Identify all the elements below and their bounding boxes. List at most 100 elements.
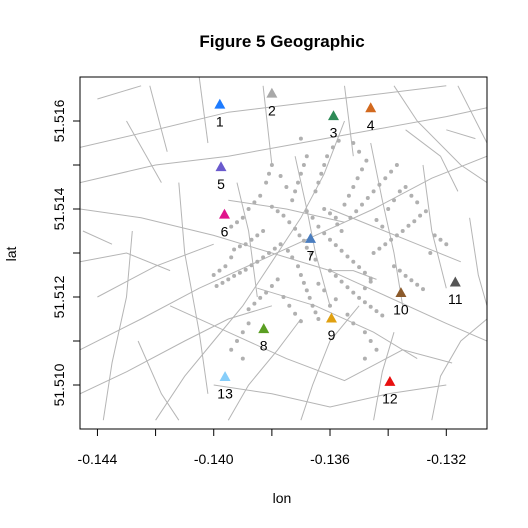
pump-marker-9 (325, 312, 337, 323)
road-29 (213, 384, 447, 408)
case-point-99 (412, 219, 417, 224)
case-point-15 (345, 254, 350, 259)
case-point-38 (313, 310, 318, 315)
pump-label-2: 2 (268, 102, 276, 118)
y-tick-label-2: 51.514 (51, 187, 67, 230)
road-20 (431, 318, 487, 421)
road-9 (457, 85, 487, 144)
case-point-111 (246, 207, 251, 211)
case-point-147 (374, 218, 379, 222)
pump-label-1: 1 (216, 113, 224, 129)
case-point-137 (351, 321, 356, 326)
road-13 (97, 243, 214, 298)
case-point-145 (335, 222, 340, 227)
case-point-3 (309, 251, 314, 256)
road-21 (80, 252, 171, 272)
case-point-143 (285, 248, 290, 253)
case-point-55 (354, 209, 359, 214)
case-point-44 (301, 163, 306, 167)
road-32 (82, 230, 113, 245)
road-35 (405, 129, 459, 192)
pump-marker-13 (219, 371, 231, 382)
case-point-124 (386, 207, 391, 211)
y-tick-label-3: 51.516 (51, 99, 67, 142)
case-point-150 (328, 303, 332, 308)
pump-marker-12 (384, 375, 396, 386)
pump-label-3: 3 (330, 125, 338, 141)
case-point-112 (252, 200, 257, 205)
case-point-87 (246, 307, 251, 312)
road-4 (149, 85, 168, 152)
road-16 (155, 120, 345, 421)
road-10 (416, 120, 487, 184)
pump-marker-5 (215, 161, 227, 172)
case-point-30 (220, 280, 225, 285)
case-point-18 (362, 270, 367, 275)
case-point-155 (240, 330, 245, 335)
case-point-14 (339, 248, 344, 253)
pump-marker-8 (258, 323, 270, 334)
case-point-135 (322, 288, 327, 293)
case-point-105 (409, 278, 414, 283)
case-point-63 (322, 207, 327, 211)
case-point-2 (304, 245, 309, 250)
case-point-149 (304, 209, 309, 214)
case-point-43 (298, 171, 303, 176)
x-axis: -0.144 -0.140 -0.136 -0.132 (78, 429, 466, 467)
case-point-53 (364, 158, 369, 163)
case-point-7 (281, 213, 286, 218)
x-tick-label-2: -0.136 (310, 451, 350, 467)
road-12 (80, 208, 487, 342)
road-34 (228, 199, 345, 223)
case-point-91 (298, 319, 303, 324)
case-point-32 (296, 264, 300, 269)
case-point-83 (269, 284, 274, 288)
case-point-160 (374, 347, 379, 352)
case-point-123 (269, 163, 274, 167)
case-point-88 (281, 295, 286, 299)
case-point-146 (380, 224, 385, 229)
case-point-75 (345, 285, 350, 290)
case-point-106 (415, 282, 420, 287)
case-point-132 (444, 242, 449, 247)
case-point-31 (214, 284, 219, 288)
pump-label-13: 13 (217, 386, 233, 402)
case-point-109 (235, 220, 239, 225)
case-point-76 (351, 290, 356, 295)
case-point-54 (348, 215, 353, 220)
road-11 (446, 129, 476, 140)
case-point-0 (297, 233, 302, 238)
road-31 (257, 287, 418, 360)
case-point-100 (418, 213, 423, 218)
case-point-153 (368, 279, 373, 284)
case-point-17 (357, 265, 362, 270)
case-point-159 (368, 339, 373, 343)
case-point-131 (438, 237, 443, 242)
road-30 (169, 305, 453, 382)
case-point-104 (403, 273, 408, 278)
pump-marker-3 (328, 110, 340, 121)
case-point-21 (272, 246, 277, 251)
case-point-154 (246, 321, 251, 326)
pump-label-12: 12 (382, 391, 398, 407)
case-point-11 (322, 231, 327, 236)
case-point-20 (278, 242, 283, 247)
case-point-29 (226, 277, 231, 282)
pump-label-5: 5 (217, 176, 225, 192)
case-point-78 (362, 300, 367, 305)
road-28 (469, 217, 487, 306)
pump-marker-7 (305, 232, 317, 243)
road-24 (236, 182, 258, 298)
case-point-156 (235, 339, 239, 343)
pump-marker-10 (395, 287, 407, 297)
x-tick-label-1: -0.140 (194, 451, 234, 467)
x-axis-label: lon (273, 490, 292, 506)
case-point-46 (284, 185, 289, 189)
case-point-114 (313, 189, 318, 194)
case-point-136 (345, 312, 350, 317)
case-point-152 (362, 286, 367, 291)
road-6 (262, 85, 273, 166)
chart-title: Figure 5 Geographic (199, 32, 364, 51)
case-point-107 (421, 287, 425, 292)
pump-label-7: 7 (307, 248, 315, 264)
